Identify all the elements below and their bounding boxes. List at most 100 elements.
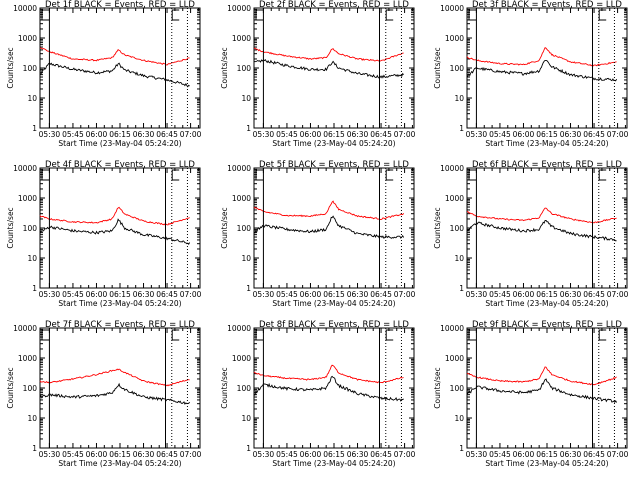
x-tick-label: 07:00 — [394, 130, 416, 139]
x-tick-label: 06:00 — [300, 130, 322, 139]
events-series-line — [253, 215, 405, 239]
y-tick-label: 10000 — [440, 4, 464, 13]
x-tick-label: 06:00 — [86, 450, 108, 459]
y-axis-label: Counts/sec — [6, 207, 15, 248]
y-tick-label: 100 — [23, 384, 38, 393]
y-tick-label: 1 — [32, 284, 37, 293]
events-series-line — [39, 382, 190, 405]
y-tick-label: 1000 — [18, 34, 37, 43]
y-tick-label: 1 — [246, 444, 251, 453]
x-tick-label: 05:45 — [276, 130, 298, 139]
lld-series-line — [253, 364, 404, 384]
x-tick-label: 07:00 — [607, 130, 629, 139]
x-tick-label: 06:15 — [109, 450, 131, 459]
events-series-line — [466, 378, 617, 404]
y-axis-label: Counts/sec — [220, 207, 229, 248]
x-tick-label: 06:30 — [560, 130, 582, 139]
interval-bracket-marker — [171, 9, 180, 21]
chart-title: Det 7f BLACK = Events, RED = LLD — [45, 320, 195, 330]
chart-panel-det-7: Det 7f BLACK = Events, RED = LLD 1 10 100 10… — [6, 320, 202, 468]
y-tick-label: 10 — [454, 414, 464, 423]
x-tick-label: 05:30 — [466, 290, 488, 299]
y-axis-label: Counts/sec — [433, 367, 442, 408]
interval-bracket-marker — [41, 169, 49, 181]
x-tick-label: 06:00 — [86, 130, 108, 139]
chart-panel-det-2: Det 2f BLACK = Events, RED = LLD 1 10 100 10… — [220, 0, 416, 148]
y-tick-label: 1000 — [232, 194, 251, 203]
x-tick-label: 05:45 — [62, 450, 84, 459]
y-tick-label: 1000 — [445, 194, 464, 203]
x-tick-label: 06:00 — [300, 450, 322, 459]
y-axis-label: Counts/sec — [433, 47, 442, 88]
chart-title: Det 1f BLACK = Events, RED = LLD — [45, 0, 195, 10]
chart-panel-det-6: Det 6f BLACK = Events, RED = LLD 1 10 100 10… — [433, 160, 629, 308]
y-axis-label: Counts/sec — [220, 367, 229, 408]
lld-series-line — [39, 368, 190, 387]
x-axis-label: Start Time (23-May-04 05:24:20) — [58, 139, 181, 148]
interval-bracket-marker — [171, 169, 180, 181]
y-tick-label: 1 — [459, 444, 464, 453]
interval-bracket-marker — [255, 329, 263, 341]
x-tick-label: 05:45 — [62, 130, 84, 139]
x-tick-label: 07:00 — [180, 290, 202, 299]
plot-frame — [466, 167, 628, 289]
y-tick-label: 1 — [246, 284, 251, 293]
y-tick-label: 100 — [237, 64, 252, 73]
y-tick-label: 1000 — [18, 194, 37, 203]
interval-bracket-marker — [255, 169, 263, 181]
events-series-line — [466, 59, 618, 82]
y-tick-label: 1000 — [18, 354, 37, 363]
x-tick-label: 06:15 — [323, 130, 345, 139]
y-tick-label: 10 — [454, 94, 464, 103]
plot-frame — [466, 327, 628, 449]
x-tick-label: 05:30 — [39, 130, 61, 139]
x-tick-label: 05:45 — [276, 290, 298, 299]
chart-panel-det-1: Det 1f BLACK = Events, RED = LLD 1 10 100 10… — [6, 0, 202, 148]
lld-series-line — [39, 206, 190, 226]
y-tick-label: 10 — [27, 254, 37, 263]
x-axis-label: Start Time (23-May-04 05:24:20) — [58, 459, 181, 468]
x-tick-label: 06:45 — [156, 130, 178, 139]
y-tick-label: 1 — [459, 284, 464, 293]
plot-frame — [466, 7, 628, 129]
x-axis-label: Start Time (23-May-04 05:24:20) — [485, 299, 608, 308]
x-axis-label: Start Time (23-May-04 05:24:20) — [272, 299, 395, 308]
y-axis-label: Counts/sec — [6, 47, 15, 88]
x-tick-label: 06:15 — [536, 290, 558, 299]
x-tick-label: 06:45 — [370, 130, 392, 139]
chart-title: Det 2f BLACK = Events, RED = LLD — [259, 0, 409, 10]
y-tick-label: 100 — [237, 384, 252, 393]
y-tick-label: 10 — [27, 94, 37, 103]
chart-panel-det-4: Det 4f BLACK = Events, RED = LLD 1 10 100 10… — [6, 160, 202, 308]
y-tick-label: 100 — [450, 384, 465, 393]
y-tick-label: 100 — [450, 224, 465, 233]
x-tick-label: 06:30 — [560, 450, 582, 459]
x-tick-label: 06:45 — [583, 290, 605, 299]
y-tick-label: 1 — [459, 124, 464, 133]
x-axis-label: Start Time (23-May-04 05:24:20) — [272, 139, 395, 148]
y-tick-label: 10 — [241, 94, 251, 103]
x-tick-label: 06:15 — [323, 290, 345, 299]
y-tick-label: 1000 — [232, 34, 251, 43]
x-tick-label: 07:00 — [394, 290, 416, 299]
events-series-line — [39, 62, 190, 88]
x-tick-label: 05:45 — [276, 450, 298, 459]
y-tick-label: 10000 — [13, 164, 37, 173]
x-tick-label: 06:30 — [347, 130, 369, 139]
x-tick-label: 06:00 — [513, 290, 535, 299]
chart-panel-det-8: Det 8f BLACK = Events, RED = LLD 1 10 100 10… — [220, 320, 416, 468]
x-axis-label: Start Time (23-May-04 05:24:20) — [58, 299, 181, 308]
plot-frame — [39, 7, 201, 129]
x-tick-label: 06:15 — [536, 450, 558, 459]
x-tick-label: 05:30 — [39, 290, 61, 299]
y-tick-label: 100 — [23, 64, 38, 73]
y-tick-label: 10 — [241, 414, 251, 423]
x-axis-label: Start Time (23-May-04 05:24:20) — [272, 459, 395, 468]
lld-series-line — [466, 366, 617, 386]
x-tick-label: 06:45 — [370, 450, 392, 459]
x-tick-label: 06:30 — [347, 290, 369, 299]
x-tick-label: 06:15 — [109, 130, 131, 139]
y-tick-label: 1000 — [445, 354, 464, 363]
chart-title: Det 3f BLACK = Events, RED = LLD — [472, 0, 622, 10]
interval-bracket-marker — [255, 9, 263, 21]
